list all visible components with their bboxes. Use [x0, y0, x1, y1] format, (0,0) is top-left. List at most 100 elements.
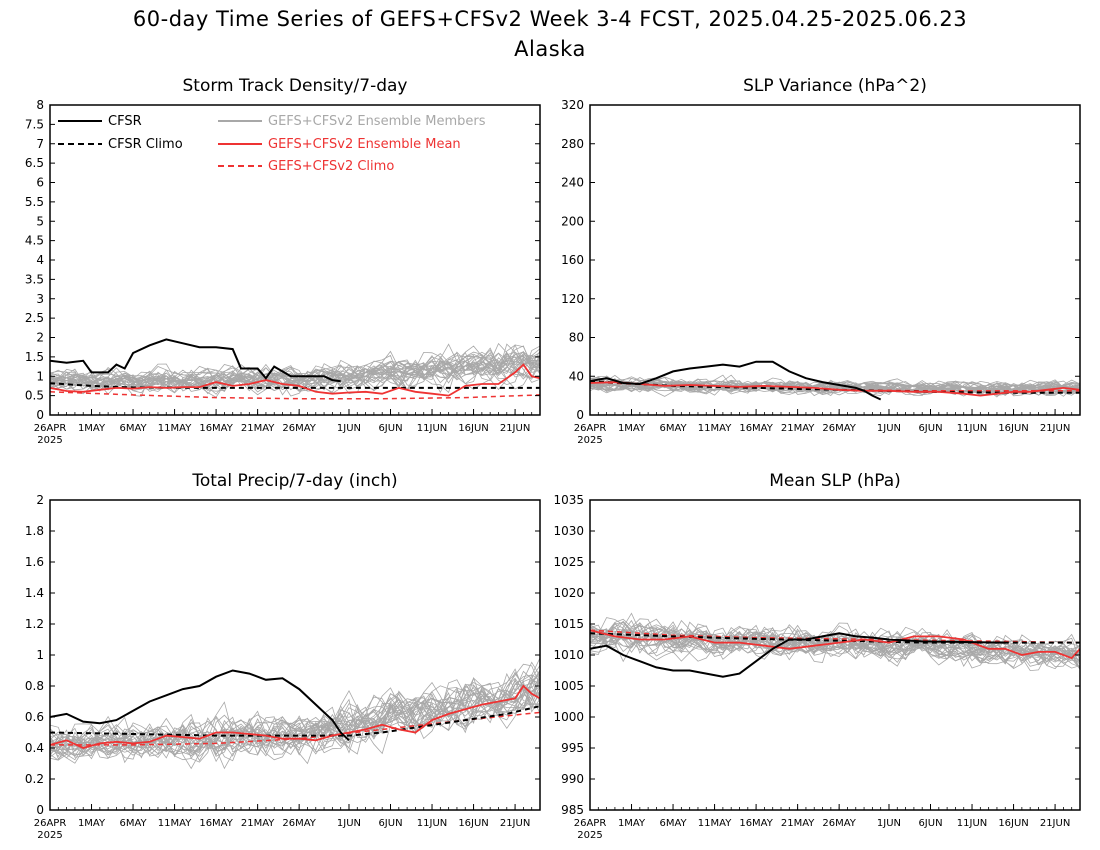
y-tick-label: 240 — [561, 176, 584, 190]
x-tick-label: 11MAY — [158, 423, 192, 434]
x-tick-label: 11MAY — [158, 818, 192, 829]
x-tick-label: 21MAY — [781, 423, 815, 434]
x-tick-label: 6JUN — [918, 423, 942, 434]
x-tick-label: 21MAY — [241, 423, 275, 434]
plot-area — [590, 612, 1080, 678]
ensemble-member-line — [50, 670, 540, 760]
x-tick-label: 11JUN — [417, 423, 447, 434]
y-tick-label: 2 — [36, 331, 44, 345]
chart-panel-4: Mean SLP (hPa) 985 990 995 1000 1005 1010 1015 1… — [553, 471, 1081, 841]
panel-frame — [49, 499, 541, 811]
x-tick-label: 1MAY — [618, 423, 646, 434]
ensemble-member-line — [50, 677, 540, 760]
y-tick-label: 4.5 — [25, 234, 44, 248]
y-tick-label: 0.4 — [25, 741, 44, 755]
y-tick-label: 1010 — [553, 648, 584, 662]
x-tick-label: 26APR — [574, 423, 607, 434]
y-tick-label: 1 — [36, 648, 44, 662]
x-year-label: 2025 — [37, 435, 62, 446]
y-tick-label: 2 — [36, 493, 44, 507]
ensemble-member-line — [590, 624, 1080, 664]
y-tick-label: 0 — [576, 408, 584, 422]
ensemble-member-line — [590, 624, 1080, 665]
legend-members-label: GEFS+CFSv2 Ensemble Members — [268, 114, 486, 129]
ensemble-member-line — [50, 670, 540, 757]
cfsr-climo-line — [50, 705, 540, 737]
ensemble-member-line — [590, 623, 1080, 663]
x-tick-label: 16MAY — [739, 818, 773, 829]
ensemble-member-line — [590, 622, 1080, 663]
ensemble-member-line — [590, 377, 1080, 398]
y-tick-label: 1 — [36, 369, 44, 383]
ensemble-member-line — [50, 347, 540, 394]
x-tick-label: 26MAY — [282, 423, 316, 434]
ensemble-member-line — [50, 348, 540, 391]
cfsr-climo-line — [50, 382, 540, 389]
plot-area — [50, 338, 540, 400]
cfsr-line — [590, 632, 1006, 678]
ens-mean-line — [590, 629, 1080, 660]
x-tick-label: 11MAY — [698, 423, 732, 434]
x-tick-label: 16JUN — [998, 818, 1028, 829]
x-tick-label: 26APR — [574, 818, 607, 829]
ensemble-member-line — [50, 352, 540, 394]
y-tick-label: 0 — [36, 803, 44, 817]
figure-title: 60-day Time Series of GEFS+CFSv2 Week 3-… — [0, 4, 1100, 64]
plot-area — [50, 657, 540, 770]
x-tick-label: 1JUN — [337, 818, 361, 829]
ens-climo-line — [50, 391, 540, 400]
x-tick-label: 26MAY — [282, 818, 316, 829]
x-year-label: 2025 — [577, 435, 602, 446]
legend: CFSR CFSR Climo GEFS+CFSv2 Ensemble Member… — [58, 114, 486, 174]
x-tick-label: 6JUN — [378, 423, 402, 434]
y-tick-label: 6.5 — [25, 156, 44, 170]
y-tick-label: 0 — [36, 408, 44, 422]
y-tick-label: 80 — [569, 331, 584, 345]
x-tick-label: 1JUN — [877, 423, 901, 434]
y-tick-label: 5 — [36, 214, 44, 228]
x-tick-label: 16MAY — [199, 818, 233, 829]
y-tick-label: 280 — [561, 137, 584, 151]
x-year-label: 2025 — [37, 830, 62, 841]
legend-cfsr-label: CFSR — [108, 114, 142, 129]
x-tick-label: 1MAY — [78, 423, 106, 434]
y-tick-label: 40 — [569, 369, 584, 383]
y-tick-label: 1.2 — [25, 617, 44, 631]
y-tick-label: 1005 — [553, 679, 584, 693]
y-tick-label: 0.2 — [25, 772, 44, 786]
x-tick-label: 21JUN — [500, 818, 530, 829]
panel-title: Mean SLP (hPa) — [769, 471, 901, 491]
cfsr-line — [590, 360, 882, 401]
x-tick-label: 26APR — [34, 818, 67, 829]
y-tick-label: 1000 — [553, 710, 584, 724]
y-tick-label: 1.4 — [25, 586, 44, 600]
y-tick-label: 2.5 — [25, 311, 44, 325]
x-tick-label: 6MAY — [659, 818, 687, 829]
y-tick-label: 1.6 — [25, 555, 44, 569]
y-tick-label: 320 — [561, 98, 584, 112]
x-tick-label: 6JUN — [378, 818, 402, 829]
x-tick-label: 1JUN — [877, 818, 901, 829]
x-year-label: 2025 — [577, 830, 602, 841]
y-tick-label: 160 — [561, 253, 584, 267]
x-tick-label: 1JUN — [337, 423, 361, 434]
legend-ens-climo-label: GEFS+CFSv2 Climo — [268, 159, 394, 174]
legend-ens-mean-label: GEFS+CFSv2 Ensemble Mean — [268, 137, 461, 152]
ens-climo-line — [590, 629, 1080, 644]
x-tick-label: 16MAY — [199, 423, 233, 434]
panel-frame — [589, 104, 1081, 416]
x-tick-label: 6MAY — [119, 423, 147, 434]
x-tick-label: 6MAY — [119, 818, 147, 829]
y-tick-label: 8 — [36, 98, 44, 112]
x-tick-label: 16JUN — [458, 818, 488, 829]
x-tick-label: 11JUN — [957, 423, 987, 434]
chart-panel-1: Storm Track Density/7-day 0 0.5 1 1.5 2 2.5 3 3.… — [25, 76, 541, 446]
chart-panel-2: SLP Variance (hPa^2) 0 40 80 120 160 200 240 280… — [561, 76, 1081, 446]
y-tick-label: 0.5 — [25, 389, 44, 403]
x-tick-label: 6MAY — [659, 423, 687, 434]
panel-title: SLP Variance (hPa^2) — [743, 76, 927, 96]
y-tick-label: 120 — [561, 292, 584, 306]
x-tick-label: 6JUN — [918, 818, 942, 829]
x-tick-label: 16JUN — [998, 423, 1028, 434]
